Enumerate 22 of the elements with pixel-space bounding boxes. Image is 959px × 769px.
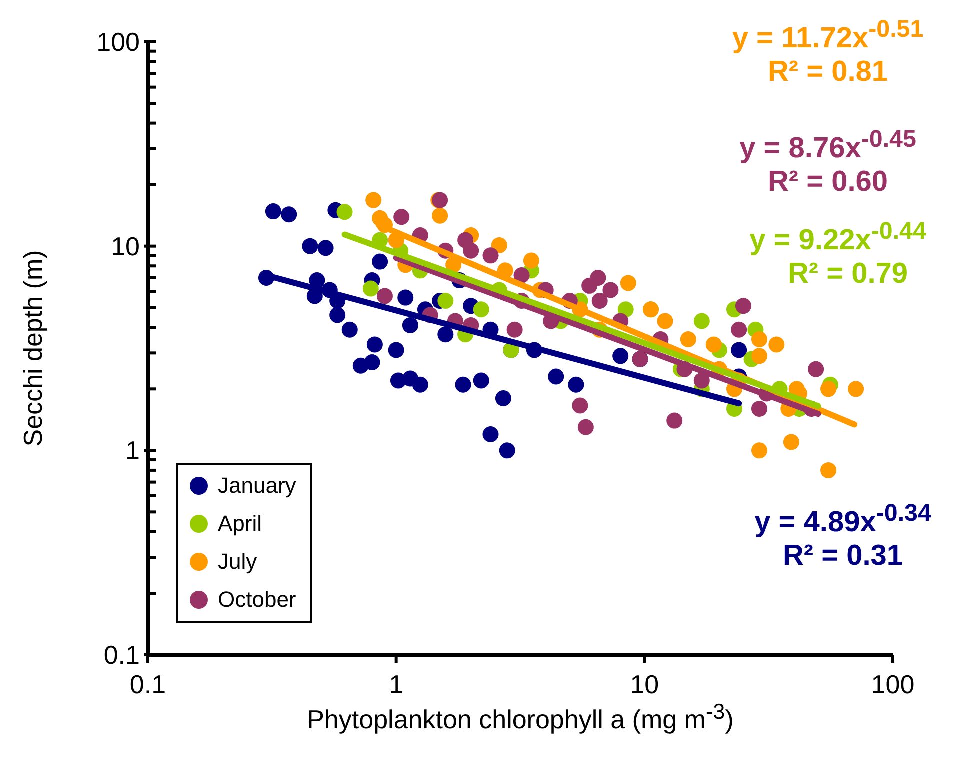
annotation: y = 11.72x$^{-0.51}$ [731, 16, 925, 56]
y-tick-label: 0.1 [104, 640, 140, 670]
annotation: y = 8.76x$^{-0.45}$ [738, 126, 918, 166]
legend-label: October [218, 587, 296, 613]
legend-label: July [218, 549, 258, 575]
x-axis-title: Phytoplankton chlorophyll a (mg m$^{-3}$) [306, 699, 735, 736]
legend-label: January [218, 473, 296, 499]
x-tick-label: 100 [871, 669, 915, 700]
annotation: y = 4.89x$^{-0.34}$ [754, 500, 932, 540]
annotation: R² = 0.79 [786, 258, 910, 291]
y-axis-title: Secchi depth (m) [18, 250, 48, 447]
legend-label: April [218, 511, 262, 537]
x-tick-label: 1 [389, 669, 404, 700]
x-tick-label: 10 [630, 669, 660, 700]
y-tick-label: 1 [126, 436, 140, 466]
annotation: y = 9.22x$^{-0.44}$ [748, 218, 928, 258]
y-tick-label: 100 [96, 27, 140, 57]
y-tick-label: 10 [111, 231, 140, 262]
annotation: R² = 0.60 [766, 166, 890, 199]
annotation: R² = 0.81 [766, 56, 890, 89]
x-tick-label: 0.1 [130, 669, 166, 700]
annotation: R² = 0.31 [782, 540, 904, 573]
